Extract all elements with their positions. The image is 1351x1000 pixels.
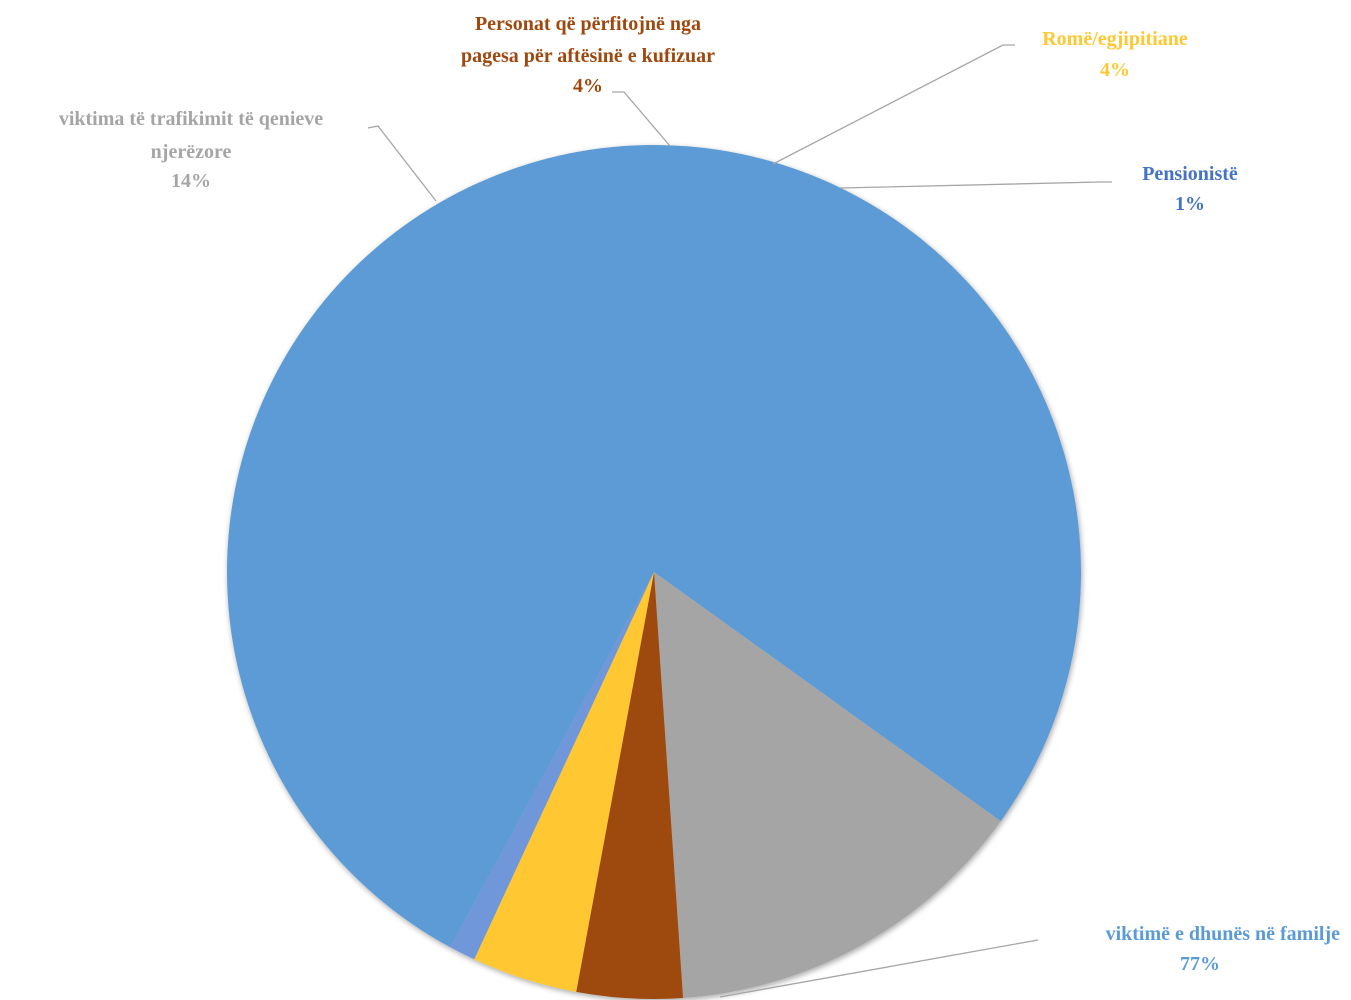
- leader-line: [772, 44, 1015, 165]
- leader-lines: [367, 44, 1112, 998]
- slice-pensioniste: [450, 572, 654, 960]
- leader-line: [367, 125, 437, 202]
- data-label-category: njerëzore: [151, 141, 232, 163]
- leader-line: [839, 181, 1112, 189]
- data-label-value: 4%: [1100, 59, 1130, 81]
- leader-line: [612, 91, 671, 147]
- leader-line: [719, 939, 1039, 998]
- data-label-value: 1%: [1175, 193, 1205, 215]
- slice-viktime-dhune-familje: [226, 144, 1082, 948]
- slice-viktima-trafikimit: [654, 572, 1001, 999]
- data-label-category: Romë/egjipitiane: [1042, 28, 1188, 50]
- data-label-category: Personat që përfitojnë nga: [475, 13, 701, 35]
- pie-slices: [226, 144, 1082, 999]
- data-label-value: 14%: [171, 170, 211, 192]
- data-label-value: 4%: [573, 75, 603, 97]
- data-label-category: Pensionistë: [1142, 163, 1238, 185]
- slice-personat-aftesi-kufizuar: [576, 572, 684, 999]
- data-label-value: 77%: [1180, 953, 1220, 975]
- data-labels: viktimë e dhunës në familje 77% viktima të…: [59, 13, 1340, 975]
- data-label-category: viktimë e dhunës në familje: [1106, 923, 1341, 945]
- data-label-category: pagesa për aftësinë e kufizuar: [461, 45, 715, 67]
- data-label-category: viktima të trafikimit të qenieve: [59, 108, 323, 130]
- slice-rome-egjipitiane: [474, 572, 654, 992]
